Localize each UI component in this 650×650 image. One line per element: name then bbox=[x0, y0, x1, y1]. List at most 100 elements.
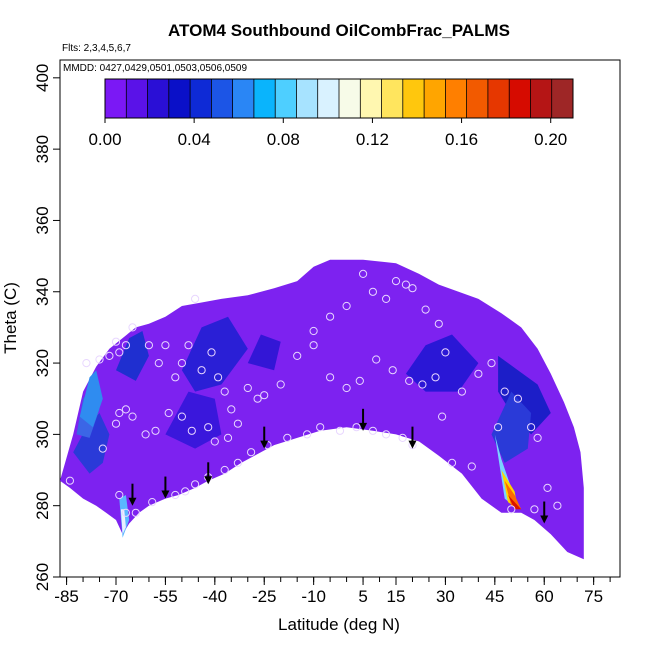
observation-point bbox=[553, 501, 562, 510]
y-axis: 260 280 300 320 340 360 380 400 bbox=[33, 64, 60, 591]
concentration-patch bbox=[120, 509, 126, 535]
observation-point bbox=[220, 387, 229, 396]
observation-point bbox=[391, 277, 401, 286]
observation-point bbox=[65, 476, 75, 485]
colorbar-swatch bbox=[168, 79, 191, 118]
observation-point bbox=[223, 433, 233, 442]
flight-arrow bbox=[128, 483, 137, 506]
flight-arrow bbox=[204, 462, 213, 485]
observation-point bbox=[184, 341, 193, 350]
colorbar-swatch bbox=[360, 79, 382, 118]
observation-point bbox=[121, 508, 131, 517]
colorbar-swatch bbox=[317, 79, 340, 118]
observation-point bbox=[533, 433, 542, 442]
observation-point bbox=[530, 505, 539, 514]
observation-point bbox=[309, 326, 318, 336]
colorbar-swatch bbox=[445, 79, 468, 118]
observation-point bbox=[177, 412, 186, 421]
observation-point bbox=[527, 423, 536, 432]
observation-point bbox=[418, 380, 427, 389]
observation-point bbox=[161, 341, 170, 350]
observation-point bbox=[233, 419, 242, 428]
colorbar-swatch bbox=[275, 79, 297, 118]
flight-arrow bbox=[161, 476, 170, 499]
observation-point bbox=[326, 312, 335, 321]
x-axis: -85 -70 -55 -40 -25 -10 5 15 30 45 60 75 bbox=[54, 577, 611, 606]
observation-point bbox=[214, 373, 223, 382]
observation-point bbox=[342, 383, 351, 393]
concentration-patch bbox=[116, 331, 149, 381]
observation-point bbox=[164, 408, 173, 418]
y-tick-label: 260 bbox=[33, 563, 52, 591]
colorbar-swatch bbox=[424, 79, 446, 118]
y-tick-label: 300 bbox=[33, 420, 52, 448]
y-tick-label: 380 bbox=[33, 135, 52, 163]
observation-point bbox=[434, 319, 443, 328]
x-tick-label: -70 bbox=[104, 587, 129, 606]
observation-point bbox=[487, 359, 496, 368]
concentration-patch bbox=[498, 355, 551, 435]
observation-point bbox=[352, 423, 361, 432]
observation-point bbox=[388, 366, 397, 375]
observation-point bbox=[260, 391, 269, 400]
observation-point bbox=[181, 487, 190, 496]
concentration-patch bbox=[494, 434, 518, 510]
observation-point bbox=[233, 458, 242, 467]
observation-point bbox=[191, 480, 200, 489]
x-tick-label: 60 bbox=[535, 587, 554, 606]
colorbar-tick-label: 0.16 bbox=[445, 130, 478, 149]
colorbar-swatch bbox=[211, 79, 234, 118]
flight-arrow bbox=[359, 408, 368, 431]
colorbar-swatch bbox=[253, 79, 276, 118]
data-envelope bbox=[60, 259, 584, 560]
observation-point bbox=[253, 394, 262, 403]
observation-point bbox=[368, 426, 377, 435]
y-tick-label: 280 bbox=[33, 492, 52, 520]
colorbar-tick-label: 0.04 bbox=[178, 130, 211, 149]
dates-note: MMDD: 0427,0429,0501,0503,0506,0509 bbox=[63, 63, 247, 74]
observation-point bbox=[283, 433, 292, 442]
observation-point bbox=[405, 376, 414, 385]
observation-point bbox=[154, 359, 163, 368]
observation-point bbox=[276, 380, 285, 389]
observation-point bbox=[438, 412, 447, 421]
concentration-patch bbox=[405, 334, 479, 392]
observation-point bbox=[355, 376, 364, 385]
observation-point bbox=[431, 373, 440, 382]
observation-point bbox=[144, 341, 153, 350]
observation-point bbox=[115, 348, 124, 357]
x-tick-label: -55 bbox=[153, 587, 178, 606]
observation-point bbox=[447, 458, 457, 467]
flight-arrow bbox=[540, 501, 549, 524]
flight-arrow bbox=[260, 426, 269, 449]
colorbar-swatch bbox=[530, 79, 553, 118]
colorbar-tick-label: 0.20 bbox=[534, 130, 567, 149]
observation-point bbox=[98, 444, 107, 453]
colorbar-swatch bbox=[105, 79, 127, 118]
observation-point bbox=[421, 305, 430, 314]
observation-point bbox=[187, 426, 196, 435]
observation-point bbox=[309, 341, 318, 350]
observation-point bbox=[121, 405, 131, 414]
colorbar-swatch bbox=[126, 79, 148, 118]
colorbar-tick-label: 0.12 bbox=[356, 130, 389, 149]
concentration-patch bbox=[508, 495, 522, 510]
observation-point bbox=[382, 430, 391, 439]
colorbar-tick-label: 0.00 bbox=[88, 130, 121, 149]
observation-points bbox=[65, 269, 562, 517]
x-tick-label: 15 bbox=[387, 587, 406, 606]
observation-point bbox=[171, 490, 180, 500]
concentration-patch bbox=[491, 391, 532, 463]
concentration-patch bbox=[504, 480, 522, 510]
y-tick-label: 320 bbox=[33, 349, 52, 377]
colorbar-swatch bbox=[402, 79, 425, 118]
x-tick-label: 5 bbox=[358, 587, 367, 606]
colorbar-swatch bbox=[190, 79, 212, 118]
observation-point bbox=[227, 405, 236, 414]
observation-point bbox=[207, 348, 216, 357]
colorbar-swatch bbox=[466, 79, 489, 118]
chart-title: ATOM4 Southbound OilCombFrac_PALMS bbox=[168, 21, 510, 40]
observation-point bbox=[171, 373, 180, 382]
colorbar-swatch bbox=[551, 79, 574, 118]
